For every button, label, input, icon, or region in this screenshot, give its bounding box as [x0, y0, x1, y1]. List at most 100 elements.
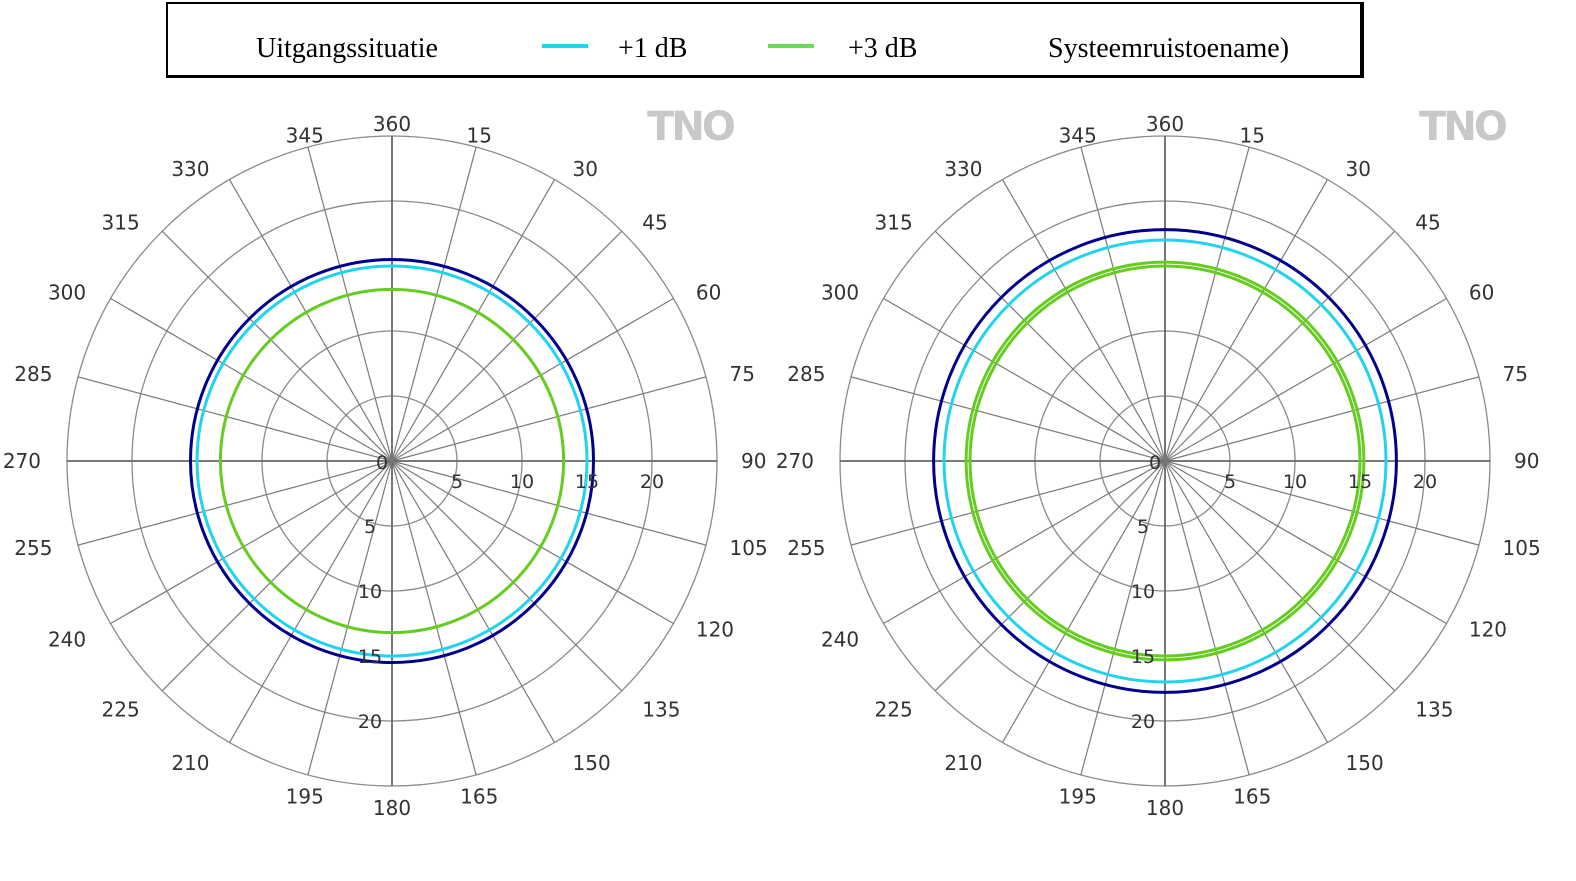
chart2-radial-tick-label-x: 5	[1224, 471, 1236, 493]
legend-swatch-plus3db	[768, 44, 814, 48]
chart2-grid-spoke	[1164, 146, 1250, 462]
chart1-angle-label: 180	[373, 796, 411, 820]
chart2-angle-label: 195	[1059, 785, 1097, 809]
chart1-radial-tick-label-y: 15	[358, 646, 382, 668]
legend-item-plus1db: +1 dB	[618, 33, 688, 64]
chart2-angle-label: 300	[821, 281, 859, 305]
chart2-radial-tick-label-x: 15	[1348, 471, 1372, 493]
chart2-grid-spoke	[1164, 460, 1396, 692]
chart2-grid-spoke	[1001, 179, 1166, 462]
chart1-grid-spoke	[391, 460, 556, 743]
chart1-angle-label: 30	[573, 157, 598, 181]
chart2-angle-label: 330	[944, 157, 982, 181]
chart2-grid-spoke	[1080, 460, 1166, 776]
chart1-angle-label: 330	[171, 157, 209, 181]
chart2-series-ring	[932, 228, 1398, 694]
legend-item-uitgangssituatie: Uitgangssituatie	[256, 33, 438, 64]
chart1-grid-spoke	[161, 230, 393, 462]
chart1-series-ring	[195, 264, 589, 658]
chart2-radial-tick-label-y: 5	[1137, 516, 1149, 538]
chart1-angle-label: 315	[102, 211, 140, 235]
chart1-radial-tick-label-y: 20	[358, 711, 382, 733]
chart2-angle-label: 225	[875, 697, 913, 721]
chart1-angle-label: 195	[286, 785, 324, 809]
chart2-logo: TNO	[1419, 104, 1506, 150]
chart2-grid-spoke	[850, 376, 1166, 462]
chart1-grid-spoke	[77, 460, 393, 546]
chart1-grid-spoke	[228, 179, 393, 462]
chart1-angle-label: 150	[573, 751, 611, 775]
chart1-grid-spoke	[391, 376, 707, 462]
chart1-angle-label: 45	[642, 211, 667, 235]
chart2-grid-spoke	[1164, 460, 1250, 776]
chart1-angle-label: 15	[466, 123, 491, 147]
chart1-angle-label: 135	[642, 697, 680, 721]
chart1-angle-label: 270	[3, 449, 41, 473]
chart1-series-ring	[218, 287, 566, 635]
chart2-grid-spoke	[1001, 460, 1166, 743]
legend-swatch-plus1db	[542, 44, 588, 48]
chart1-radial-tick-label-x: 5	[451, 471, 463, 493]
legend-item-systeemruistoename: Systeemruistoename)	[1048, 33, 1290, 64]
chart2-angle-label: 15	[1239, 123, 1264, 147]
chart1-angle-label: 165	[460, 785, 498, 809]
chart1-logo: TNO	[647, 104, 734, 150]
chart2-angle-label: 135	[1415, 697, 1453, 721]
chart2-radial-tick-label-x: 20	[1413, 471, 1437, 493]
chart1-angle-label: 225	[102, 697, 140, 721]
chart1-angle-label: 255	[14, 536, 52, 560]
chart1-grid-spoke	[391, 460, 623, 692]
chart2-radial-tick-label-y: 15	[1131, 646, 1155, 668]
chart1-grid-spoke	[391, 230, 623, 462]
chart2-series-ring	[968, 264, 1362, 658]
chart2-radial-tick-label-y: 20	[1131, 711, 1155, 733]
chart2-angle-label: 90	[1514, 449, 1539, 473]
chart1-grid-spoke	[77, 376, 393, 462]
chart1-grid-spoke	[391, 179, 556, 462]
chart2-series-ring	[942, 238, 1388, 684]
chart1-grid-spoke	[110, 297, 393, 462]
chart1-angle-label: 75	[730, 362, 755, 386]
chart1-grid-spoke	[391, 460, 477, 776]
chart2-angle-label: 30	[1346, 157, 1371, 181]
chart2-radial-tick-label-x: 10	[1283, 471, 1307, 493]
chart1-grid-spoke	[307, 146, 393, 462]
chart2-grid-spoke	[934, 460, 1166, 692]
chart2-angle-label: 75	[1503, 362, 1528, 386]
chart2-angle-label: 120	[1469, 618, 1507, 642]
chart1-grid-spoke	[161, 460, 393, 692]
chart2-grid-spoke	[1164, 460, 1447, 625]
chart1-radial-tick-label-y: 5	[364, 516, 376, 538]
chart1-angle-label: 120	[696, 618, 734, 642]
chart1-grid-spoke	[307, 460, 393, 776]
chart2-angle-label: 180	[1146, 796, 1184, 820]
chart2-angle-label: 165	[1233, 785, 1271, 809]
chart2-grid-spoke	[1164, 297, 1447, 462]
chart2-radial-tick-label-x: 0	[1149, 452, 1161, 474]
chart1-angle-label: 60	[696, 281, 721, 305]
chart1-angle-label: 105	[730, 536, 768, 560]
legend-item-plus3db: +3 dB	[848, 33, 918, 64]
chart2-grid-spoke	[1080, 146, 1166, 462]
chart2-angle-label: 45	[1415, 211, 1440, 235]
chart2-angle-label: 360	[1146, 112, 1184, 136]
chart2-angle-label: 60	[1469, 281, 1494, 305]
chart1-angle-label: 345	[286, 123, 324, 147]
chart2-angle-label: 105	[1503, 536, 1541, 560]
chart1-radial-tick-label-x: 10	[510, 471, 534, 493]
chart1-angle-label: 210	[171, 751, 209, 775]
chart2-grid-spoke	[883, 297, 1166, 462]
chart2-radial-tick-label-y: 10	[1131, 581, 1155, 603]
chart2-grid-spoke	[934, 230, 1166, 462]
chart2-angle-label: 150	[1346, 751, 1384, 775]
chart1-radial-tick-label-x: 15	[575, 471, 599, 493]
chart2-series-ring	[964, 260, 1366, 662]
chart1-angle-label: 300	[48, 281, 86, 305]
chart2-angle-label: 345	[1059, 123, 1097, 147]
chart1-grid-spoke	[391, 146, 477, 462]
chart2-grid-spoke	[1164, 230, 1396, 462]
chart1-grid-spoke	[391, 460, 674, 625]
chart2-angle-label: 285	[787, 362, 825, 386]
chart1-series-ring	[189, 258, 595, 664]
chart2-angle-label: 210	[944, 751, 982, 775]
